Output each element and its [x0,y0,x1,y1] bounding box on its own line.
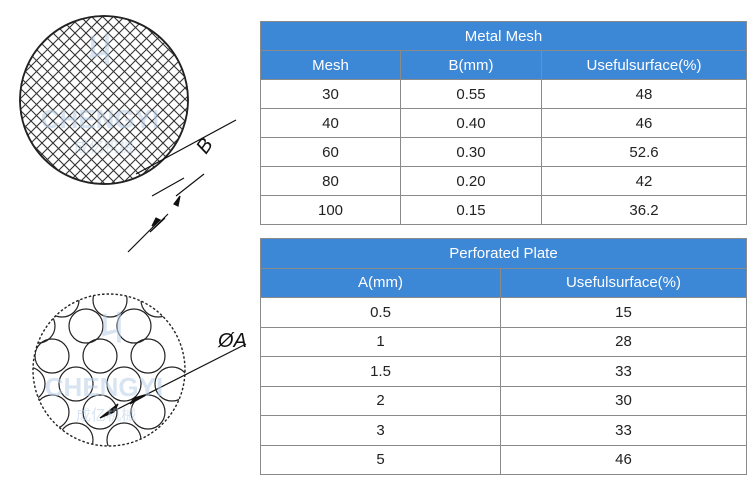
table-cell: 46 [500,444,747,475]
table-cell: 0.30 [400,137,542,167]
perforated-plate-title: Perforated Plate [260,238,747,269]
table-row: 40 0.40 46 [260,108,748,138]
diagram-figures: B ØA ㄐ CHENGYI 成亿机械 ㄐ CHENGYI 成亿机械 [19,15,247,447]
table-cell: 15 [500,297,747,328]
table-cell: 1 [260,326,501,357]
watermark-brand-2: CHENGYI [45,372,163,402]
table-cell: 30 [260,79,401,109]
watermark-top: ㄐ CHENGYI 成亿机械 [41,32,159,156]
table-cell: 42 [540,166,748,196]
column-header: Usefulsurface(%) [540,50,748,80]
watermark-chinese-2: 成亿机械 [76,407,136,424]
table-cell: 33 [500,356,747,387]
table-row: 0.5 15 [260,297,747,328]
table-cell: 100 [260,195,401,225]
table-cell: 40 [260,108,401,138]
table-cell: 33 [500,415,747,446]
table-row: 2 30 [260,385,747,416]
table-cell: 3 [260,415,501,446]
table-row: 3 33 [260,415,747,446]
column-header: B(mm) [400,50,542,80]
mesh-dimension-b [127,119,237,253]
table-cell: 0.55 [400,79,542,109]
watermark-logo-icon: ㄐ [83,32,117,70]
table-cell: 80 [260,166,401,196]
table-row: 60 0.30 52.6 [260,137,748,167]
metal-mesh-title: Metal Mesh [259,21,748,51]
table-cell: 0.5 [260,297,501,328]
watermark-bottom: ㄐ CHENGYI 成亿机械 [45,310,163,424]
metal-mesh-table: Metal Mesh Mesh B(mm) Usefulsurface(%) 3… [259,21,748,225]
table-cell: 0.40 [400,108,542,138]
table-cell: 28 [500,326,747,357]
table-cell: 36.2 [540,195,748,225]
table-cell: 60 [260,137,401,167]
table-row: 5 46 [260,444,747,475]
plate-dimension-a [99,343,247,419]
table-cell: 46 [540,108,748,138]
table-cell: 0.20 [400,166,542,196]
table-row: 100 0.15 36.2 [260,195,748,225]
table-cell: 5 [260,444,501,475]
watermark-brand: CHENGYI [41,104,159,134]
column-header: Mesh [260,50,401,80]
table-row: 80 0.20 42 [260,166,748,196]
table-row: 1 28 [260,326,747,357]
mesh-dimension-label: B [192,134,218,158]
mesh-circle-diagram [19,15,189,185]
table-cell: 0.15 [400,195,542,225]
table-row: 1.5 33 [260,356,747,387]
table-row: 30 0.55 48 [260,79,748,109]
table-cell: 48 [540,79,748,109]
plate-dimension-label: ØA [217,330,247,352]
column-header: Usefulsurface(%) [500,267,747,298]
table-cell: 30 [500,385,747,416]
watermark-logo-icon-2: ㄐ [95,310,129,348]
table-cell: 52.6 [540,137,748,167]
column-header: A(mm) [260,267,501,298]
watermark-chinese: 成亿机械 [74,139,134,156]
table-cell: 2 [260,385,501,416]
table-cell: 1.5 [260,356,501,387]
perforated-plate-table: Perforated Plate A(mm) Usefulsurface(%) … [260,238,747,475]
